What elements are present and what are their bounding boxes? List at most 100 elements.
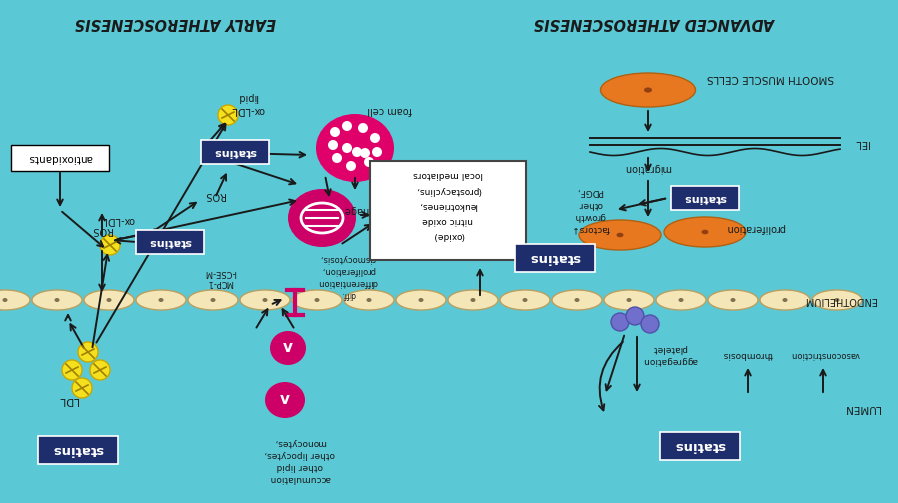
Ellipse shape bbox=[664, 217, 746, 247]
FancyBboxPatch shape bbox=[671, 186, 739, 210]
Ellipse shape bbox=[701, 230, 709, 234]
Text: nitric oxide: nitric oxide bbox=[423, 215, 473, 224]
Text: antioxidants: antioxidants bbox=[28, 153, 92, 163]
FancyBboxPatch shape bbox=[515, 244, 595, 272]
Ellipse shape bbox=[644, 88, 652, 93]
Ellipse shape bbox=[627, 298, 631, 302]
Circle shape bbox=[342, 143, 352, 153]
Text: SMOOTH MUSCLE CELLS: SMOOTH MUSCLE CELLS bbox=[707, 73, 833, 83]
Text: ox-LDL: ox-LDL bbox=[101, 215, 135, 225]
Ellipse shape bbox=[552, 290, 602, 310]
Text: statins: statins bbox=[674, 440, 726, 453]
FancyBboxPatch shape bbox=[660, 432, 740, 460]
Text: foam cell: foam cell bbox=[367, 105, 412, 115]
FancyBboxPatch shape bbox=[201, 140, 269, 164]
Text: migration: migration bbox=[624, 163, 672, 173]
Ellipse shape bbox=[314, 298, 320, 302]
Text: ENDOTHELIUM: ENDOTHELIUM bbox=[804, 295, 876, 305]
Text: I-CSE-M: I-CSE-M bbox=[204, 268, 236, 277]
FancyBboxPatch shape bbox=[38, 436, 118, 464]
Circle shape bbox=[346, 161, 356, 171]
FancyBboxPatch shape bbox=[136, 230, 204, 254]
Circle shape bbox=[330, 127, 340, 137]
Ellipse shape bbox=[834, 298, 840, 302]
Text: ox-LDL: ox-LDL bbox=[232, 105, 265, 115]
Text: growth: growth bbox=[574, 211, 606, 220]
Text: lipid: lipid bbox=[238, 92, 259, 102]
Text: ADVANCED ATHEROSCENESIS: ADVANCED ATHEROSCENESIS bbox=[534, 15, 776, 30]
Ellipse shape bbox=[32, 290, 82, 310]
Ellipse shape bbox=[366, 298, 372, 302]
FancyBboxPatch shape bbox=[370, 160, 526, 260]
Text: proliferation,: proliferation, bbox=[321, 266, 375, 275]
Circle shape bbox=[370, 133, 380, 143]
Ellipse shape bbox=[471, 298, 476, 302]
Text: v: v bbox=[280, 392, 290, 407]
Ellipse shape bbox=[210, 298, 216, 302]
Ellipse shape bbox=[523, 298, 527, 302]
Ellipse shape bbox=[679, 298, 683, 302]
Ellipse shape bbox=[604, 290, 654, 310]
Text: vasoconstriction: vasoconstriction bbox=[790, 350, 859, 359]
Text: statins: statins bbox=[530, 252, 581, 265]
Ellipse shape bbox=[730, 298, 735, 302]
Text: proliferation: proliferation bbox=[726, 223, 785, 233]
Text: v: v bbox=[283, 341, 293, 356]
Ellipse shape bbox=[579, 220, 661, 250]
Ellipse shape bbox=[344, 290, 394, 310]
Circle shape bbox=[358, 123, 368, 133]
Ellipse shape bbox=[3, 298, 7, 302]
Ellipse shape bbox=[84, 290, 134, 310]
Ellipse shape bbox=[575, 298, 579, 302]
Text: statins: statins bbox=[214, 147, 257, 157]
Ellipse shape bbox=[159, 298, 163, 302]
Text: other: other bbox=[578, 200, 603, 209]
Ellipse shape bbox=[396, 290, 446, 310]
Text: statins: statins bbox=[52, 444, 103, 457]
Text: differentiation: differentiation bbox=[318, 278, 378, 287]
Circle shape bbox=[641, 315, 659, 333]
Text: factors↓: factors↓ bbox=[570, 223, 610, 232]
Text: diff.: diff. bbox=[340, 290, 356, 298]
Circle shape bbox=[100, 235, 120, 255]
Ellipse shape bbox=[316, 114, 394, 182]
Text: thrombosis: thrombosis bbox=[723, 350, 773, 359]
Circle shape bbox=[611, 313, 629, 331]
Ellipse shape bbox=[418, 298, 424, 302]
Circle shape bbox=[364, 157, 374, 167]
Text: (oxide): (oxide) bbox=[432, 230, 463, 239]
Circle shape bbox=[352, 147, 362, 157]
Text: EARLY ATHEROSCENESIS: EARLY ATHEROSCENESIS bbox=[75, 15, 276, 30]
Text: macrophage: macrophage bbox=[343, 205, 405, 215]
Circle shape bbox=[372, 147, 382, 157]
Ellipse shape bbox=[760, 290, 810, 310]
Text: aggregation: aggregation bbox=[643, 356, 698, 365]
Circle shape bbox=[218, 105, 238, 125]
Text: local mediators: local mediators bbox=[413, 171, 483, 180]
Text: other lipocytes,: other lipocytes, bbox=[265, 450, 335, 459]
Circle shape bbox=[328, 140, 338, 150]
Ellipse shape bbox=[240, 290, 290, 310]
Circle shape bbox=[332, 153, 342, 163]
Ellipse shape bbox=[812, 290, 862, 310]
Ellipse shape bbox=[708, 290, 758, 310]
Text: (prostacyclins,: (prostacyclins, bbox=[415, 186, 480, 195]
Circle shape bbox=[626, 307, 644, 325]
Circle shape bbox=[360, 148, 370, 158]
Ellipse shape bbox=[292, 290, 342, 310]
Ellipse shape bbox=[288, 189, 356, 247]
FancyBboxPatch shape bbox=[11, 145, 109, 171]
Ellipse shape bbox=[500, 290, 550, 310]
Ellipse shape bbox=[270, 331, 306, 365]
Circle shape bbox=[78, 342, 98, 362]
Ellipse shape bbox=[0, 290, 30, 310]
Ellipse shape bbox=[782, 298, 788, 302]
Text: statins: statins bbox=[148, 237, 191, 247]
Text: other lipid: other lipid bbox=[277, 461, 323, 470]
Text: accumulation: accumulation bbox=[269, 473, 330, 482]
Circle shape bbox=[342, 121, 352, 131]
Circle shape bbox=[62, 360, 82, 380]
Ellipse shape bbox=[617, 233, 623, 237]
Text: ROS: ROS bbox=[92, 225, 112, 235]
Ellipse shape bbox=[448, 290, 498, 310]
